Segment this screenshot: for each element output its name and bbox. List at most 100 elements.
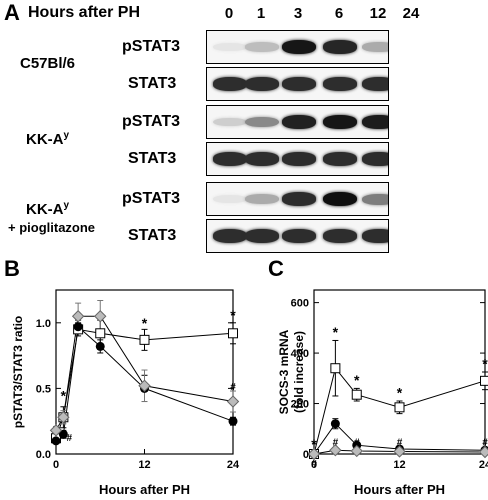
significance-mark: # [230,382,236,393]
panel-letter: B [4,256,20,281]
x-axis-label: Hours after PH [99,482,190,497]
data-point-diamond [49,424,63,437]
y-axis-label: (fold increase) [292,331,306,413]
data-point-circle [95,341,105,351]
blot-band [245,116,279,128]
y-tick-label: 0.5 [36,383,51,395]
data-point-square [139,334,150,345]
data-point-circle [330,419,340,429]
blot-band [282,115,316,129]
data-point-diamond [329,444,342,457]
blot-label-pstat3: pSTAT3 [122,38,181,55]
blot-band [323,77,357,91]
data-point-square [351,389,362,400]
data-point-circle [228,416,238,426]
significance-mark: * [397,384,403,400]
significance-mark: # [482,437,488,448]
blot-band [245,77,279,91]
significance-mark: # [66,433,72,444]
data-point-diamond [94,310,107,323]
y-tick-label: 600 [291,298,309,310]
blot-label-stat3: STAT3 [128,75,177,92]
blot-band [282,192,316,206]
blot-strip [206,67,389,101]
blot-band [213,152,247,166]
blot-band [323,115,357,129]
blot-band [362,42,388,52]
chart-c: C 0 200 400 600 0 12 24 Hours after PH SOCS-3 mRN… [268,256,488,497]
data-point-diamond [307,447,321,461]
chart-b: B 0.0 0.5 1.0 0 12 24 Hours after PH pSTAT3/STAT… [4,256,240,497]
significance-mark: * [482,355,488,371]
blot-label-pstat3: pSTAT3 [122,113,181,130]
blot-strip [206,182,389,216]
blot-band [282,152,316,166]
significance-mark: * [354,372,360,388]
blot-band [362,229,388,243]
data-point-square [95,328,106,339]
blot-band [245,152,279,166]
data-point-diamond [393,445,406,458]
significance-mark: * [230,307,236,323]
data-point-diamond [138,379,151,392]
significance-mark: * [61,387,67,403]
blot-band [213,42,247,52]
y-tick-label: 1.0 [36,318,51,330]
y-axis-label: pSTAT3/STAT3 ratio [11,316,25,428]
data-point-circle [51,436,61,446]
blot-label-stat3: STAT3 [128,227,177,244]
blot-band [213,229,247,243]
hour-label-6: 6 [334,5,344,22]
x-tick-label: 24 [479,459,488,471]
blot-band [323,192,357,206]
blot-strip [206,105,389,139]
y-tick-label: 400 [291,348,309,360]
data-point-diamond [57,411,70,424]
blot-label-stat3: STAT3 [128,150,177,167]
hour-label-3: 3 [293,5,303,22]
hours-header: Hours after PH [28,4,141,21]
y-tick-label: 0 [303,449,309,461]
significance-mark: # [397,437,403,448]
data-point-diamond [226,395,240,408]
blot-band [362,193,388,205]
blot-band [323,40,357,54]
data-point-diamond [478,445,488,459]
blot-band [323,229,357,243]
blot-strip [206,142,389,176]
y-tick-label: 200 [291,399,309,411]
significance-mark: # [333,437,339,448]
hour-label-1: 1 [256,5,266,22]
strain-label-2: KK-Ay [26,200,70,218]
panel-letter: C [268,256,284,281]
panel-a-letter: A [4,0,20,25]
blot-band [245,42,279,52]
blot-band [282,77,316,91]
blot-band [213,117,247,127]
x-tick-label: 12 [393,459,405,471]
y-axis-label: SOCS-3 mRNA [277,329,291,414]
blot-band [362,77,388,91]
blot-band [323,152,357,166]
significance-mark: * [333,324,339,340]
data-point-square [228,328,238,339]
strain-label-1: KK-Ay [26,130,70,148]
significance-mark: * [311,436,317,452]
x-axis-label: Hours after PH [354,482,445,497]
x-tick-label: 24 [227,459,240,471]
data-point-square [394,402,405,413]
significance-mark: * [142,315,148,331]
hour-label-12: 12 [369,5,387,22]
data-point-diamond [350,444,363,458]
blot-strip [206,30,389,64]
blot-band [213,194,247,204]
blot-band [362,152,388,166]
data-point-diamond [71,310,85,323]
data-point-square [480,375,488,386]
y-tick-label: 0.0 [36,449,51,461]
blot-band [245,229,279,243]
treatment-label: + pioglitazone [8,220,96,235]
blot-band [282,40,316,54]
hour-label-0: 0 [224,5,234,22]
blot-band [362,115,388,129]
